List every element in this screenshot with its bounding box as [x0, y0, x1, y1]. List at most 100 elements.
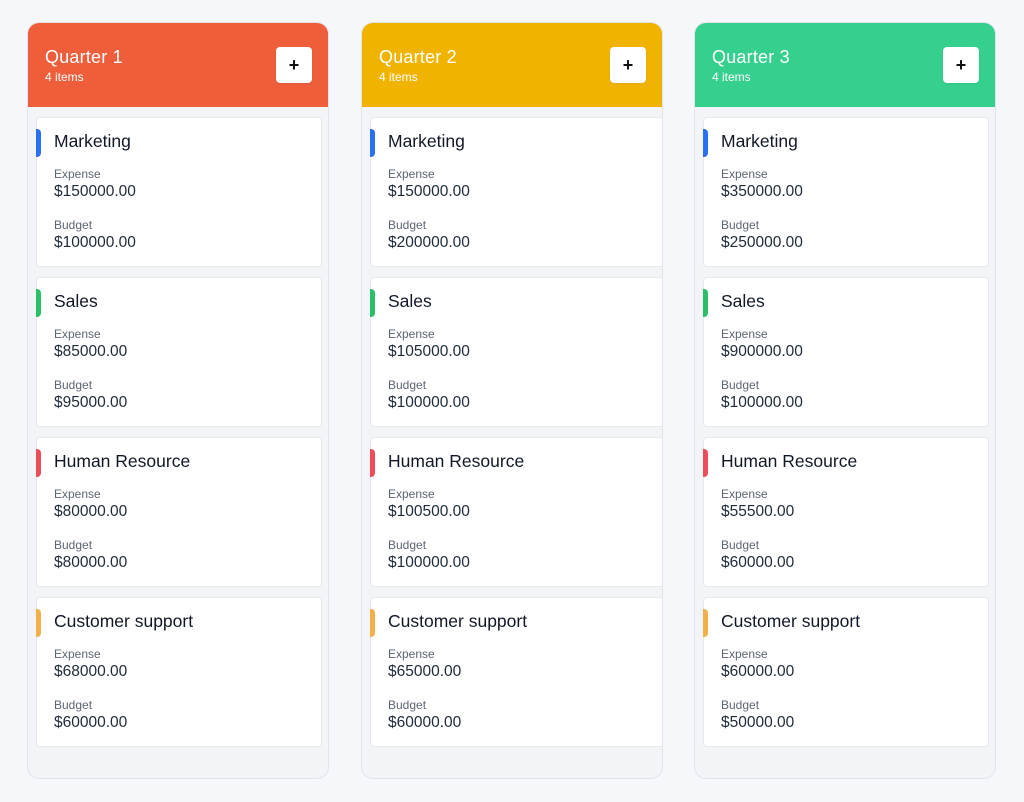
expense-value: $350000.00 [721, 183, 803, 200]
card-human-resource[interactable]: Human Resource Expense $100500.00 Budget… [370, 437, 662, 587]
expense-label: Expense [54, 167, 101, 181]
card-sales[interactable]: Sales Expense $900000.00 Budget $100000.… [703, 277, 989, 427]
plus-icon: + [288, 55, 300, 75]
card-title: Marketing [54, 131, 131, 151]
card-title: Marketing [721, 131, 798, 151]
budget-label: Budget [54, 538, 93, 552]
expense-value: $105000.00 [388, 343, 470, 360]
card-marketing[interactable]: Marketing Expense $150000.00 Budget $200… [370, 117, 662, 267]
column-header: Quarter 3 4 items + [695, 23, 995, 107]
card-accent-bar [703, 449, 708, 477]
expense-value: $150000.00 [388, 183, 470, 200]
budget-label: Budget [388, 378, 427, 392]
expense-value: $150000.00 [54, 183, 136, 200]
card-title: Human Resource [54, 451, 191, 471]
column-title: Quarter 2 [379, 47, 457, 67]
card-accent-bar [703, 289, 708, 317]
card-accent-bar [36, 129, 41, 157]
plus-icon: + [622, 55, 634, 75]
budget-value: $95000.00 [54, 394, 128, 411]
card-customer-support[interactable]: Customer support Expense $68000.00 Budge… [36, 597, 322, 747]
expense-value: $900000.00 [721, 343, 803, 360]
column-item-count: 4 items [45, 70, 84, 84]
budget-label: Budget [721, 698, 760, 712]
card-title: Customer support [388, 611, 528, 631]
card-title: Customer support [721, 611, 861, 631]
card-title: Sales [388, 291, 432, 311]
expense-value: $65000.00 [388, 663, 462, 680]
card-accent-bar [36, 449, 41, 477]
expense-value: $60000.00 [721, 663, 795, 680]
expense-label: Expense [388, 487, 435, 501]
expense-label: Expense [54, 327, 101, 341]
expense-label: Expense [54, 647, 101, 661]
column-quarter-1: Quarter 1 4 items + Marketing Expense $1… [27, 22, 329, 779]
plus-icon: + [955, 55, 967, 75]
budget-value: $80000.00 [54, 554, 128, 571]
add-card-button[interactable]: + [610, 47, 646, 83]
add-card-button[interactable]: + [276, 47, 312, 83]
card-marketing[interactable]: Marketing Expense $350000.00 Budget $250… [703, 117, 989, 267]
card-accent-bar [703, 609, 708, 637]
expense-label: Expense [721, 327, 768, 341]
budget-label: Budget [721, 378, 760, 392]
card-title: Sales [54, 291, 98, 311]
budget-value: $250000.00 [721, 234, 803, 251]
budget-label: Budget [54, 698, 93, 712]
budget-label: Budget [721, 538, 760, 552]
card-human-resource[interactable]: Human Resource Expense $55500.00 Budget … [703, 437, 989, 587]
card-title: Human Resource [388, 451, 525, 471]
column-quarter-2: Quarter 2 4 items + Marketing Expense $1… [361, 22, 663, 779]
expense-label: Expense [388, 327, 435, 341]
budget-label: Budget [54, 218, 93, 232]
budget-value: $60000.00 [721, 554, 795, 571]
card-list: Marketing Expense $350000.00 Budget $250… [703, 117, 989, 757]
expense-value: $100500.00 [388, 503, 470, 520]
expense-label: Expense [721, 167, 768, 181]
card-sales[interactable]: Sales Expense $85000.00 Budget $95000.00 [36, 277, 322, 427]
card-accent-bar [36, 289, 41, 317]
card-title: Human Resource [721, 451, 858, 471]
expense-label: Expense [388, 167, 435, 181]
expense-value: $55500.00 [721, 503, 795, 520]
column-header: Quarter 2 4 items + [362, 23, 662, 107]
card-accent-bar [370, 449, 375, 477]
budget-label: Budget [721, 218, 760, 232]
card-sales[interactable]: Sales Expense $105000.00 Budget $100000.… [370, 277, 662, 427]
budget-value: $100000.00 [388, 554, 470, 571]
budget-label: Budget [388, 538, 427, 552]
card-accent-bar [703, 129, 708, 157]
card-marketing[interactable]: Marketing Expense $150000.00 Budget $100… [36, 117, 322, 267]
budget-label: Budget [54, 378, 93, 392]
card-customer-support[interactable]: Customer support Expense $60000.00 Budge… [703, 597, 989, 747]
expense-label: Expense [721, 647, 768, 661]
card-human-resource[interactable]: Human Resource Expense $80000.00 Budget … [36, 437, 322, 587]
budget-label: Budget [388, 218, 427, 232]
column-title: Quarter 1 [45, 47, 123, 67]
column-quarter-3: Quarter 3 4 items + Marketing Expense $3… [694, 22, 996, 779]
column-header: Quarter 1 4 items + [28, 23, 328, 107]
card-title: Sales [721, 291, 765, 311]
expense-label: Expense [721, 487, 768, 501]
expense-value: $68000.00 [54, 663, 128, 680]
expense-value: $85000.00 [54, 343, 128, 360]
card-title: Marketing [388, 131, 465, 151]
budget-value: $50000.00 [721, 714, 795, 731]
expense-value: $80000.00 [54, 503, 128, 520]
budget-value: $100000.00 [721, 394, 803, 411]
expense-label: Expense [54, 487, 101, 501]
budget-label: Budget [388, 698, 427, 712]
card-customer-support[interactable]: Customer support Expense $65000.00 Budge… [370, 597, 662, 747]
budget-value: $60000.00 [54, 714, 128, 731]
column-item-count: 4 items [379, 70, 418, 84]
card-list: Marketing Expense $150000.00 Budget $200… [370, 117, 662, 757]
budget-value: $100000.00 [388, 394, 470, 411]
add-card-button[interactable]: + [943, 47, 979, 83]
budget-value: $200000.00 [388, 234, 470, 251]
card-title: Customer support [54, 611, 194, 631]
budget-value: $100000.00 [54, 234, 136, 251]
column-title: Quarter 3 [712, 47, 790, 67]
column-item-count: 4 items [712, 70, 751, 84]
card-accent-bar [370, 129, 375, 157]
